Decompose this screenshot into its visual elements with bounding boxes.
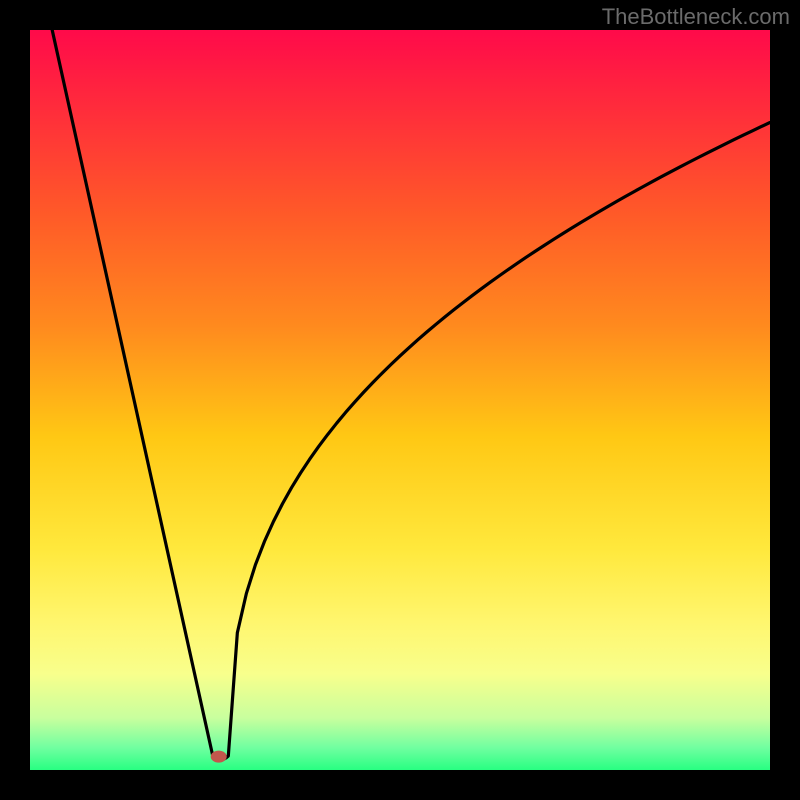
optimal-point-marker [211,751,227,763]
chart-background [30,30,770,770]
bottleneck-chart [30,30,770,770]
attribution-text: TheBottleneck.com [602,4,790,30]
chart-svg [30,30,770,770]
